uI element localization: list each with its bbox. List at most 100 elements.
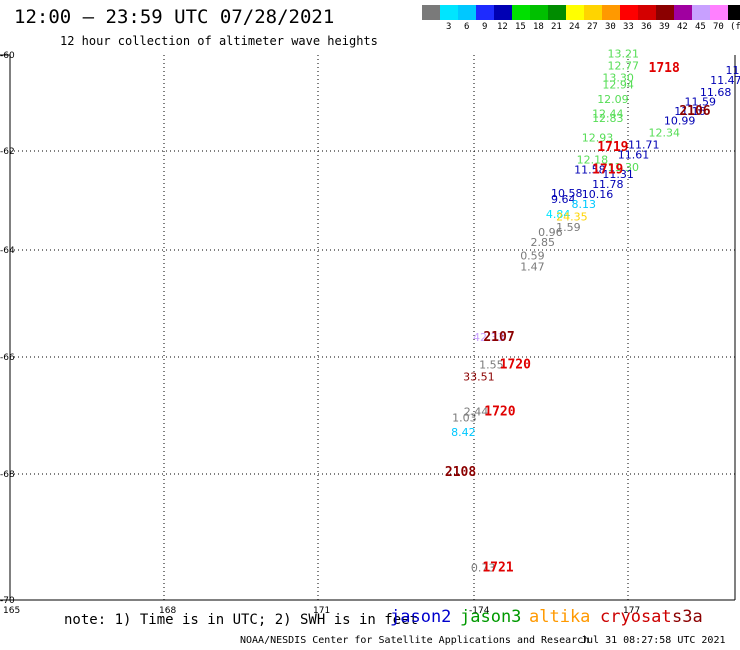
legend-swatch xyxy=(440,5,458,20)
legend-tick-label: 6 xyxy=(464,22,470,32)
legend-swatch xyxy=(476,5,494,20)
wave-height-value: 12.94 xyxy=(602,79,634,92)
wave-height-value: 11.58 xyxy=(574,163,606,176)
lon-label: 177 xyxy=(623,606,640,616)
lat-label: -62 xyxy=(0,147,15,157)
legend-swatch xyxy=(566,5,584,20)
wave-height-value: 11.43 xyxy=(726,64,740,77)
page-subtitle: 12 hour collection of altimeter wave hei… xyxy=(60,34,378,48)
wave-height-value: 12.18 xyxy=(577,153,609,166)
legend-swatch xyxy=(674,5,692,20)
legend-swatch xyxy=(422,5,440,20)
satellite-jason2: jason2 xyxy=(390,607,452,627)
pass-time-label: 1720 xyxy=(484,405,515,420)
page-title: 12:00 – 23:59 UTC 07/28/2021 xyxy=(14,6,335,28)
wave-height-value: 11.16 xyxy=(674,105,706,118)
legend-swatch xyxy=(728,5,740,20)
wave-height-value: 11.31 xyxy=(602,168,634,181)
lat-label: -68 xyxy=(0,470,15,480)
lat-label: -64 xyxy=(0,246,15,256)
lon-label: -174 xyxy=(469,606,490,616)
wave-height-value: 12.93 xyxy=(582,131,614,144)
pass-time-label: 1718 xyxy=(649,61,680,76)
generation-timestamp: Jul 31 08:27:58 UTC 2021 xyxy=(581,635,726,646)
wave-height-value: 0.73 xyxy=(471,562,496,575)
color-legend-bar xyxy=(422,5,740,20)
wave-height-value: 42.33 xyxy=(473,331,505,344)
wave-height-value: 12.77 xyxy=(607,59,639,72)
legend-swatch xyxy=(512,5,530,20)
wave-height-value: 0.59 xyxy=(520,250,545,263)
wave-height-value: 9.64 xyxy=(551,193,576,206)
credit-line: NOAA/NESDIS Center for Satellite Applica… xyxy=(240,635,590,646)
pass-time-label: 1721 xyxy=(482,561,513,576)
legend-tick-label: 33 xyxy=(623,22,634,32)
wave-height-value: 10.58 xyxy=(551,187,583,200)
legend-swatch xyxy=(584,5,602,20)
wave-height-value: 11.30 xyxy=(607,161,639,174)
wave-height-value: 2.44 xyxy=(464,406,489,419)
wave-height-value: 24.35 xyxy=(556,210,588,223)
wave-height-value: 1.47 xyxy=(520,260,545,273)
legend-swatch xyxy=(548,5,566,20)
legend-swatch xyxy=(656,5,674,20)
pass-time-label: 2107 xyxy=(483,330,514,345)
legend-tick-label: 39 xyxy=(659,22,670,32)
wave-height-value: 11.47 xyxy=(710,74,740,87)
wave-height-value: 12.44 xyxy=(592,107,624,120)
pass-time-label: 1720 xyxy=(500,358,531,373)
legend-tick-label: 30 xyxy=(605,22,616,32)
pass-time-label: 1719 xyxy=(592,162,623,177)
legend-tick-label: 24 xyxy=(569,22,580,32)
wave-height-value: 10.99 xyxy=(664,115,696,128)
wave-height-value: 8.13 xyxy=(572,198,597,211)
satellite-altika: altika xyxy=(529,607,591,627)
wave-height-value: 1.59 xyxy=(556,221,581,234)
lon-label: 165 xyxy=(3,606,20,616)
legend-tick-label: 18 xyxy=(533,22,544,32)
wave-height-value: 12.83 xyxy=(592,112,624,125)
wave-height-value: 13.21 xyxy=(607,47,639,60)
legend-tick-label: 15 xyxy=(515,22,526,32)
legend-swatch xyxy=(620,5,638,20)
wave-height-value: 33.51 xyxy=(463,370,495,383)
pass-time-label: 2108 xyxy=(445,465,476,480)
lon-label: 168 xyxy=(159,606,176,616)
wave-height-value: 4.84 xyxy=(546,208,571,221)
lat-label: -66 xyxy=(0,353,15,363)
legend-tick-label: 21 xyxy=(551,22,562,32)
legend-swatch xyxy=(602,5,620,20)
lat-label: -70 xyxy=(0,596,15,606)
wave-height-value: 2.85 xyxy=(530,236,555,249)
wave-height-value: 13.30 xyxy=(602,71,634,84)
legend-unit: (ft) xyxy=(730,22,740,32)
legend-tick-label: 45 xyxy=(695,22,706,32)
wave-height-value: 11.78 xyxy=(592,178,624,191)
satellite-cryosat: cryosat xyxy=(600,607,672,627)
footer-note: note: 1) Time is in UTC; 2) SWH is in fe… xyxy=(64,612,419,628)
satellite-jason3: jason3 xyxy=(460,607,522,627)
wave-height-value: 11.59 xyxy=(684,95,716,108)
legend-tick-label: 70 xyxy=(713,22,724,32)
pass-time-label: 1719 xyxy=(597,140,628,155)
wave-height-value: 11.61 xyxy=(618,148,650,161)
wave-height-value: 12.34 xyxy=(649,127,681,140)
legend-swatch xyxy=(638,5,656,20)
wave-height-value: 0.96 xyxy=(538,226,563,239)
legend-swatch xyxy=(458,5,476,20)
lat-label: -60 xyxy=(0,51,15,61)
wave-height-value: 11.68 xyxy=(700,86,732,99)
legend-tick-label: 42 xyxy=(677,22,688,32)
wave-height-value: 1.03 xyxy=(452,411,477,424)
pass-time-label: 2106 xyxy=(679,104,710,119)
legend-swatch xyxy=(710,5,728,20)
wave-height-value: 10.16 xyxy=(582,188,614,201)
legend-tick-label: 36 xyxy=(641,22,652,32)
legend-tick-label: 3 xyxy=(446,22,452,32)
legend-swatch xyxy=(530,5,548,20)
legend-swatch xyxy=(494,5,512,20)
legend-tick-label: 27 xyxy=(587,22,598,32)
satellite-s3a: s3a xyxy=(672,607,703,627)
legend-swatch xyxy=(692,5,710,20)
